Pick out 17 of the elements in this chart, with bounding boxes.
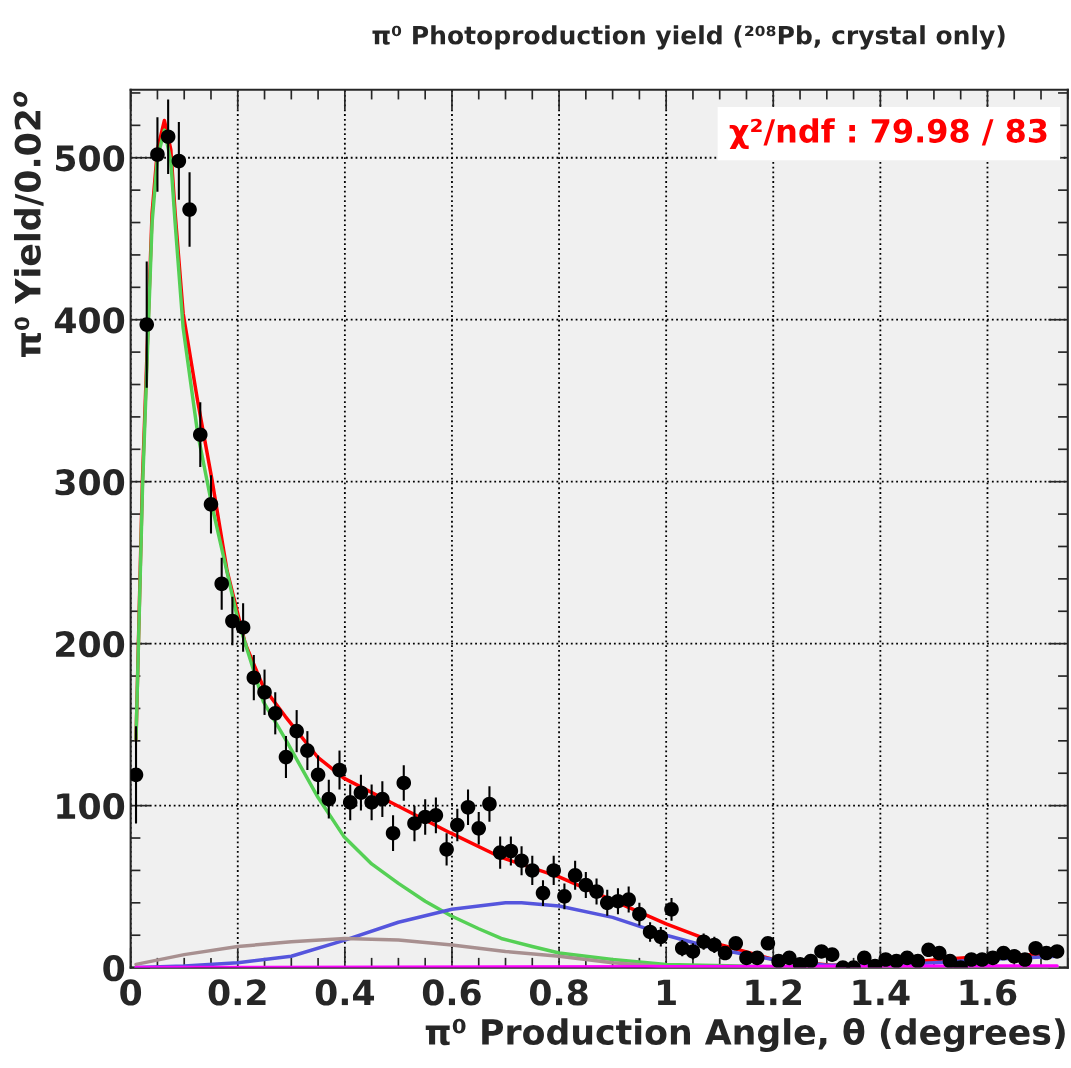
y-tick-label: 500 — [56, 145, 125, 172]
annotation: χ²/ndf : 79.98 / 83 — [729, 118, 1047, 150]
chart-title: π⁰ Photoproduction yield (²⁰⁸Pb, crystal only) — [372, 25, 1005, 50]
y-axis-title: π⁰ Yield/0.02$^{o}$ — [13, 91, 44, 357]
x-tick-label: 0.8 — [529, 979, 588, 1006]
x-tick-label: 1 — [658, 979, 676, 1006]
x-tick-label: 1.6 — [960, 979, 1017, 1006]
x-axis-title: π⁰ Production Angle, θ (degrees) — [425, 1017, 1065, 1053]
x-tick-label: 0.2 — [208, 979, 266, 1006]
x-tick-label: 0.6 — [422, 979, 481, 1006]
y-tick-label: 200 — [56, 631, 125, 658]
x-tick-label: 0.4 — [315, 979, 375, 1006]
x-tick-label: 1.4 — [853, 979, 910, 1006]
y-tick-label: 300 — [55, 469, 125, 496]
y-tick-label: 100 — [57, 793, 125, 820]
y-tick-label: 400 — [54, 307, 125, 334]
x-tick-label: 1.2 — [746, 979, 801, 1006]
